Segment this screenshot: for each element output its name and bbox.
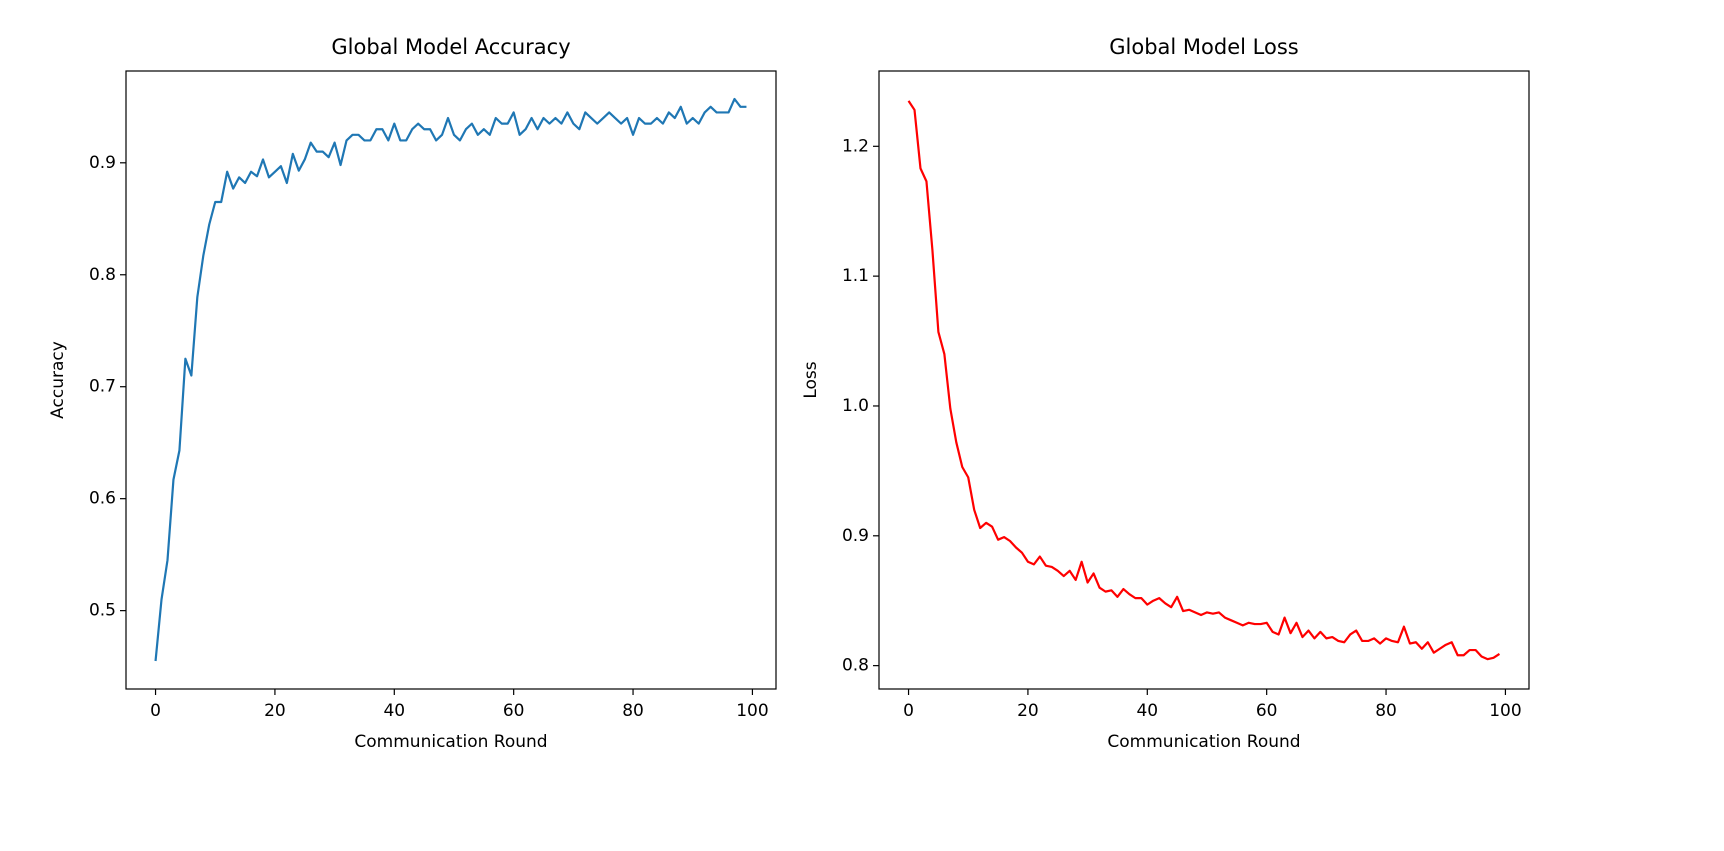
x-tick-label: 100 <box>1489 701 1521 721</box>
y-axis-label: Loss <box>801 361 821 398</box>
x-axis-label: Communication Round <box>1107 732 1300 752</box>
y-tick-label: 1.1 <box>842 266 869 286</box>
x-tick-label: 40 <box>383 701 405 721</box>
chart-title: Global Model Loss <box>1109 35 1298 59</box>
x-tick-label: 60 <box>503 701 525 721</box>
x-tick-label: 20 <box>264 701 286 721</box>
y-tick-label: 0.9 <box>842 526 869 546</box>
axes-frame <box>125 70 777 690</box>
x-tick-label: 0 <box>903 701 914 721</box>
y-tick-label: 0.8 <box>89 265 116 285</box>
x-axis-label: Communication Round <box>354 732 547 752</box>
chart-title: Global Model Accuracy <box>331 35 570 59</box>
y-tick-label: 0.6 <box>89 489 116 509</box>
y-tick-label: 0.8 <box>842 656 869 676</box>
x-tick-label: 80 <box>622 701 644 721</box>
axes-frame <box>878 70 1530 690</box>
y-tick-label: 0.7 <box>89 377 116 397</box>
x-tick-label: 0 <box>150 701 161 721</box>
x-tick-label: 40 <box>1136 701 1158 721</box>
y-tick-label: 0.9 <box>89 153 116 173</box>
y-axis-label: Accuracy <box>48 341 68 419</box>
x-tick-label: 80 <box>1375 701 1397 721</box>
y-tick-label: 1.0 <box>842 396 869 416</box>
x-tick-label: 20 <box>1017 701 1039 721</box>
y-tick-label: 0.5 <box>89 601 116 621</box>
y-tick-label: 1.2 <box>842 136 869 156</box>
x-tick-label: 60 <box>1256 701 1278 721</box>
data-line <box>907 100 1501 661</box>
x-tick-label: 100 <box>736 701 768 721</box>
data-line <box>154 97 747 662</box>
